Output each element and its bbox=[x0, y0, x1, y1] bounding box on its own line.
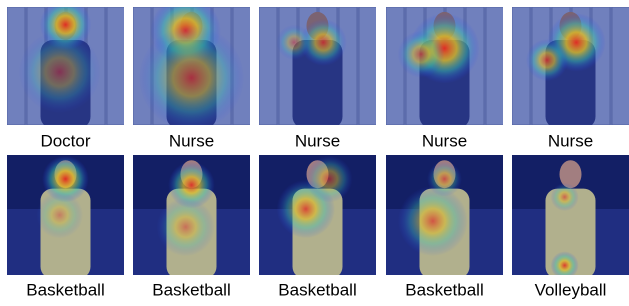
image-label: Basketball bbox=[278, 280, 356, 299]
heatmap-image bbox=[7, 0, 125, 129]
heatmap-tint bbox=[386, 155, 503, 275]
image-label: Nurse bbox=[548, 131, 593, 150]
image-label: Nurse bbox=[422, 131, 467, 150]
heatmap-tint bbox=[386, 7, 503, 125]
heatmap-tint bbox=[512, 155, 629, 275]
image-label: Basketball bbox=[26, 280, 104, 299]
heatmap-tint bbox=[259, 7, 376, 125]
heatmap-tint bbox=[7, 7, 124, 125]
image-label: Basketball bbox=[152, 280, 230, 299]
heatmap-tint bbox=[259, 155, 376, 275]
heatmap-tint bbox=[133, 7, 250, 125]
image-label: Volleyball bbox=[535, 280, 607, 299]
heatmap-image bbox=[259, 155, 376, 279]
heatmap-tint bbox=[512, 7, 629, 125]
heatmap-image bbox=[133, 0, 251, 130]
heatmap-image bbox=[7, 155, 124, 279]
heatmap-image bbox=[259, 7, 377, 129]
image-label: Doctor bbox=[40, 131, 90, 150]
heatmap-tint bbox=[7, 155, 124, 275]
heatmap-image bbox=[512, 7, 629, 129]
image-label: Nurse bbox=[169, 131, 214, 150]
heatmap-tint bbox=[133, 155, 250, 275]
image-label: Basketball bbox=[405, 280, 483, 299]
heatmap-image bbox=[386, 7, 504, 129]
image-label: Nurse bbox=[295, 131, 340, 150]
heatmap-image bbox=[512, 155, 629, 279]
figure: Doctor Nurse Nurse Nurse Nurse Basketball Bask… bbox=[0, 0, 629, 301]
heatmap-image bbox=[133, 155, 250, 279]
heatmap-image bbox=[386, 155, 503, 279]
